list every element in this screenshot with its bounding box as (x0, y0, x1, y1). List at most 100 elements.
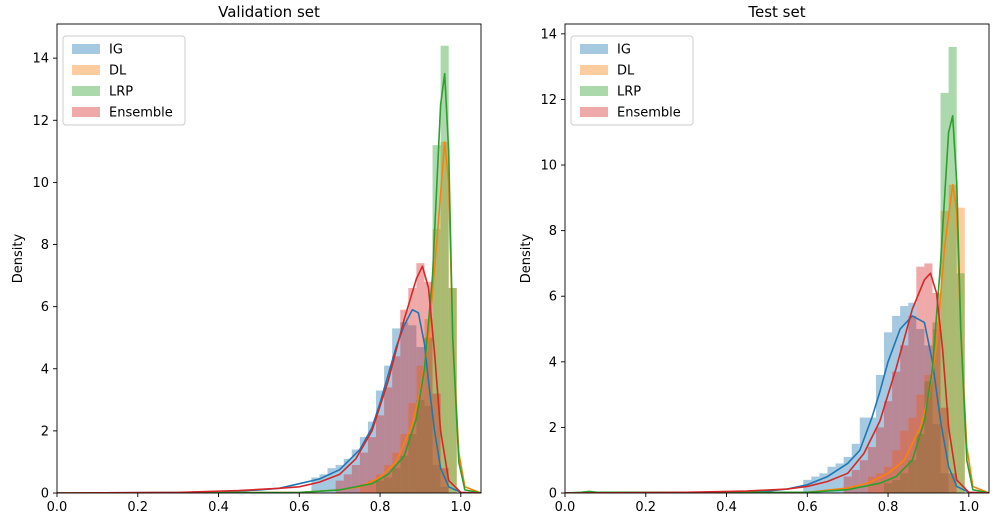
x-tick-label: 1.0 (958, 500, 979, 515)
histogram-bar (376, 480, 385, 493)
histogram-bar (311, 477, 320, 493)
y-tick-label: 6 (41, 300, 49, 315)
legend-swatch (72, 86, 100, 96)
bars-dl (359, 142, 457, 493)
histogram-bar (916, 394, 925, 493)
y-tick-label: 12 (540, 93, 557, 108)
histogram-bar (335, 480, 344, 493)
y-tick-label: 10 (32, 176, 49, 191)
histogram-bar (384, 365, 393, 493)
bars-ig (803, 302, 949, 493)
legend-label: DL (109, 64, 127, 79)
histogram-bar (940, 210, 949, 493)
histogram-bar (416, 347, 425, 493)
histogram-bar (851, 443, 860, 493)
histogram-bar (408, 325, 417, 493)
x-tick-label: 0.4 (716, 500, 737, 515)
histogram-bar (900, 345, 909, 493)
histogram-bar (351, 449, 360, 493)
histogram-bar (932, 322, 941, 493)
histogram-bar (940, 407, 949, 493)
x-tick-label: 0.2 (127, 500, 148, 515)
legend-swatch (72, 107, 100, 117)
histogram-bar (343, 474, 352, 493)
histogram-bar (932, 329, 941, 493)
chart-test-set: 0.0 0.2 0.4 0.6 0.8 1.0 0 2 4 6 8 10 12 14 Density Test… (519, 3, 990, 515)
histogram-bar (367, 437, 377, 493)
legend-label: Ensemble (109, 106, 173, 121)
histogram-bar (440, 45, 449, 493)
y-tick-label: 0 (41, 487, 49, 502)
y-tick-label: 8 (549, 224, 557, 239)
histogram-bar (924, 374, 933, 493)
kde-line-lrp (57, 72, 481, 493)
bars-lrp (884, 46, 965, 493)
chart-validation-set: 0.0 0.2 0.4 0.6 0.8 1.0 0 2 4 6 8 10 12 14 Density Vali… (11, 3, 482, 515)
histogram-bar (424, 319, 433, 493)
histogram-bar (859, 417, 868, 493)
y-tick-label: 10 (540, 159, 557, 174)
plot-area (565, 46, 989, 493)
legend-swatch (72, 65, 100, 75)
y-tick-label: 14 (32, 52, 49, 67)
y-axis-label: Density (11, 233, 26, 283)
y-tick-label: 4 (549, 355, 557, 370)
histogram-bar (916, 433, 925, 493)
histogram-bar (875, 427, 885, 493)
legend-label: IG (109, 43, 123, 58)
y-tick-label: 2 (41, 424, 49, 439)
legend: IG DL LRP Ensemble (570, 35, 694, 126)
legend-label: IG (617, 43, 631, 58)
histogram-bar (424, 406, 433, 493)
legend-swatch (580, 86, 608, 96)
histogram-bar (867, 447, 876, 493)
histogram-bar (432, 228, 441, 493)
histogram-bar (416, 365, 425, 493)
histogram-bar (843, 456, 852, 493)
histogram-bar (843, 476, 852, 493)
histogram-bar (948, 46, 957, 493)
histogram-bar (416, 399, 425, 493)
histogram-bar (351, 465, 360, 493)
histogram-bar (448, 288, 457, 493)
histogram-bar (400, 309, 409, 493)
y-tick-label: 12 (32, 114, 49, 129)
x-tick-label: 0.6 (289, 500, 310, 515)
histogram-bar (908, 417, 917, 493)
histogram-bar (916, 266, 925, 493)
histogram-bar (448, 288, 457, 493)
x-tick-label: 0.0 (555, 500, 576, 515)
histogram-bar (376, 390, 385, 493)
histogram-bar (835, 463, 844, 493)
chart-title: Test set (747, 3, 805, 21)
histogram-bar (408, 402, 417, 493)
histogram-bar (851, 470, 860, 493)
histogram-bar (892, 479, 901, 493)
legend-swatch (580, 44, 608, 54)
legend-swatch (580, 65, 608, 75)
histogram-bar (440, 486, 449, 493)
histogram-bar (948, 184, 957, 493)
histogram-bar (884, 401, 893, 493)
chart-title: Validation set (218, 3, 320, 21)
histogram-bar (875, 374, 885, 493)
histogram-bar (384, 477, 393, 493)
histogram-bar (400, 433, 409, 493)
histogram-bar (359, 483, 368, 493)
x-tick-label: 0.2 (635, 500, 656, 515)
histogram-bar (892, 315, 901, 493)
x-tick-label: 0.4 (208, 500, 229, 515)
kde-line-ig (57, 308, 481, 493)
histogram-bar (940, 473, 949, 493)
x-tick-label: 0.0 (47, 500, 68, 515)
histogram-bar (416, 263, 425, 493)
x-tick-label: 0.8 (370, 500, 391, 515)
histogram-bar (892, 371, 901, 493)
histogram-bar (367, 421, 377, 493)
plot-area (57, 45, 481, 493)
histogram-bar (392, 468, 401, 493)
histogram-bar (900, 473, 909, 493)
y-axis-label: Density (519, 233, 534, 283)
legend-swatch (72, 44, 100, 54)
histogram-bar (908, 460, 917, 493)
